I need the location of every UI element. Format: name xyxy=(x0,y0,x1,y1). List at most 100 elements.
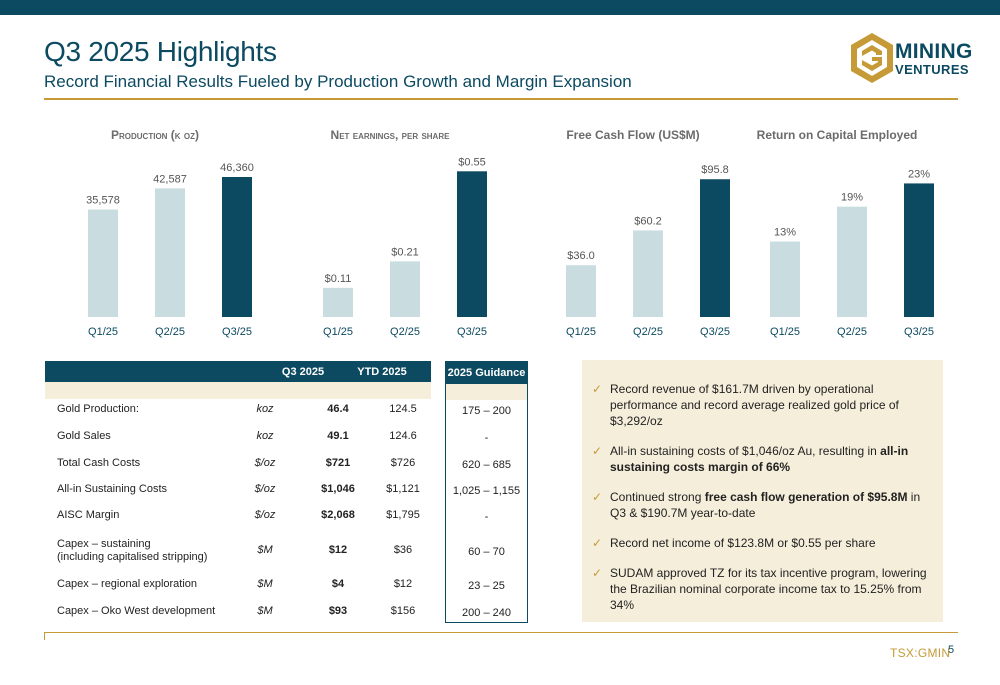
table-row: Capex – regional exploration $M $4 $12 xyxy=(45,571,431,597)
bar-q3-25 xyxy=(904,183,934,317)
cell-q3: 46.4 xyxy=(327,403,349,415)
guidance-value: - xyxy=(484,432,489,444)
check-icon: ✓ xyxy=(592,382,603,396)
row-label-text: All-in Sustaining Costs xyxy=(57,483,168,495)
highlight-text: All-in sustaining costs of $1,046/oz Au,… xyxy=(610,444,881,458)
highlight-item: ✓ Record net income of $123.8M or $0.55 p… xyxy=(592,535,932,551)
chart-free-cash-flow: Free Cash Flow (US$M) $36.0 Q1/25 $60.2 Q2/… xyxy=(518,120,748,345)
footer-divider xyxy=(44,632,958,633)
data-label: 35,578 xyxy=(86,195,120,207)
cell-q3: $12 xyxy=(328,544,348,556)
col-header-q3: Q3 2025 xyxy=(281,366,325,378)
chart-svg: $36.0 Q1/25 $60.2 Q2/25 $95.8 Q3/25 xyxy=(566,164,730,338)
bar-q1-25 xyxy=(770,241,800,317)
check-icon: ✓ xyxy=(592,490,603,504)
highlight-text: in Q3 & $190.7M year-to-date xyxy=(610,490,921,520)
chart-title: Production (k oz) xyxy=(111,128,199,142)
logo-text-ventures: VENTURES xyxy=(895,62,969,77)
cell-unit: $M xyxy=(257,578,273,590)
guidance-value: 175 – 200 xyxy=(462,405,511,417)
guidance-value: 1,025 – 1,155 xyxy=(452,485,521,497)
chart-svg: $0.11 Q1/25 $0.21 Q2/25 $0.55 Q3/25 xyxy=(323,156,487,338)
category-label: Q1/25 xyxy=(566,326,596,338)
page-number: 5 xyxy=(948,644,955,656)
check-icon: ✓ xyxy=(592,566,603,580)
data-label: 46,360 xyxy=(220,162,254,174)
check-icon: ✓ xyxy=(592,444,603,458)
row-label-text: Total Cash Costs xyxy=(57,457,141,469)
cell-q3: $4 xyxy=(331,578,345,590)
row-label: Capex – regional exploration xyxy=(57,571,197,597)
cell-ytd: 124.6 xyxy=(389,430,417,442)
category-label: Q3/25 xyxy=(700,326,730,338)
bar-q3-25 xyxy=(700,179,730,317)
highlight-text: Record revenue of $161.7M driven by oper… xyxy=(610,382,899,428)
data-label: $0.11 xyxy=(325,273,352,285)
row-label-sub: (including capitalised stripping) xyxy=(57,551,208,563)
row-label-text: Capex – regional exploration xyxy=(57,578,198,590)
category-label: Q3/25 xyxy=(904,326,934,338)
data-label: $0.55 xyxy=(458,156,486,168)
bar-q1-25 xyxy=(566,265,596,317)
cell-q3: 49.1 xyxy=(327,430,349,442)
category-label: Q1/25 xyxy=(770,326,800,338)
row-label: Gold Sales xyxy=(57,423,111,449)
highlight-item: ✓ Continued strong free cash flow generat… xyxy=(592,489,932,521)
cell-unit: $M xyxy=(257,544,273,556)
guidance-title: 2025 Guidance xyxy=(446,362,527,384)
guidance-box: 2025 Guidance 175 – 200 - 620 – 685 1,025 –… xyxy=(445,361,528,623)
highlight-text: Record net income of $123.8M or $0.55 pe… xyxy=(610,536,876,550)
highlights-panel: ✓ Record revenue of $161.7M driven by ope… xyxy=(582,360,943,622)
highlights-list: ✓ Record revenue of $161.7M driven by ope… xyxy=(592,381,932,627)
category-label: Q2/25 xyxy=(155,326,185,338)
cell-ytd: $36 xyxy=(393,544,413,556)
guidance-value: 620 – 685 xyxy=(462,459,511,471)
logo-text-mining: MINING xyxy=(895,40,973,63)
guidance-value: 60 – 70 xyxy=(468,546,505,558)
cell-unit: $/oz xyxy=(254,509,276,521)
cell-ytd: $156 xyxy=(390,605,416,617)
data-label: 13% xyxy=(774,227,796,239)
category-label: Q2/25 xyxy=(390,326,420,338)
highlight-item: ✓ SUDAM approved TZ for its tax incentive… xyxy=(592,565,932,613)
metrics-subheader xyxy=(45,382,431,399)
cell-unit: $M xyxy=(257,605,273,617)
cell-q3: $93 xyxy=(328,605,348,617)
cell-q3: $1,046 xyxy=(321,483,355,495)
data-label: $36.0 xyxy=(567,250,595,262)
guidance-value: - xyxy=(484,511,489,523)
data-label: $95.8 xyxy=(701,164,729,176)
cell-unit: koz xyxy=(256,403,274,415)
data-label: $0.21 xyxy=(391,246,419,258)
table-row: AISC Margin $/oz $2,068 $1,795 xyxy=(45,502,431,528)
highlight-item: ✓ All-in sustaining costs of $1,046/oz Au… xyxy=(592,443,932,475)
table-row: Gold Sales koz 49.1 124.6 xyxy=(45,423,431,449)
cell-ytd: $1,121 xyxy=(386,483,420,495)
row-label-text: Capex – Oko West development xyxy=(57,605,216,617)
table-row: Capex – sustaining (including capitalised… xyxy=(45,537,431,563)
bar-q1-25 xyxy=(88,209,118,317)
row-label-text: Capex – sustaining xyxy=(57,538,151,550)
chart-svg: 13% Q1/25 19% Q2/25 23% Q3/25 xyxy=(770,168,934,338)
company-logo-icon xyxy=(851,33,893,83)
row-label-text: Gold Sales xyxy=(57,430,111,442)
table-row: Capex – Oko West development $M $93 $156 xyxy=(45,598,431,624)
chart-svg: 35,578 Q1/25 42,587 Q2/25 46,360 Q3/25 xyxy=(86,162,254,338)
highlight-item: ✓ Record revenue of $161.7M driven by ope… xyxy=(592,381,932,429)
bar-q2-25 xyxy=(837,206,867,317)
highlight-text: SUDAM approved TZ for its tax incentive … xyxy=(610,566,927,612)
chart-title: Free Cash Flow (US$M) xyxy=(566,128,700,142)
data-label: 23% xyxy=(908,168,930,180)
category-label: Q1/25 xyxy=(323,326,353,338)
row-label: Capex – Oko West development xyxy=(57,598,215,624)
guidance-subheader xyxy=(446,384,527,400)
bar-q3-25 xyxy=(457,171,487,317)
row-label: Total Cash Costs xyxy=(57,450,140,476)
cell-q3: $2,068 xyxy=(321,509,355,521)
chart-roce: Return on Capital Employed 13% Q1/25 19% Q2… xyxy=(722,120,952,345)
category-label: Q1/25 xyxy=(88,326,118,338)
bar-q1-25 xyxy=(323,287,353,317)
data-label: 42,587 xyxy=(153,173,187,185)
row-label: All-in Sustaining Costs xyxy=(57,476,167,502)
col-header-ytd: YTD 2025 xyxy=(357,366,407,378)
